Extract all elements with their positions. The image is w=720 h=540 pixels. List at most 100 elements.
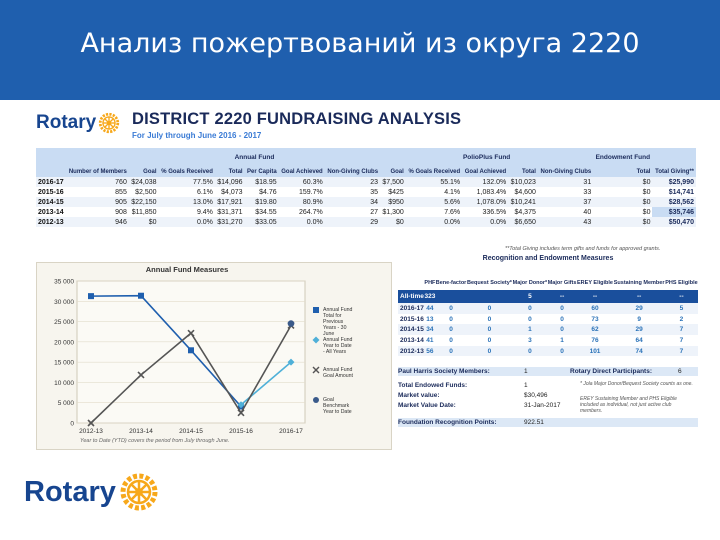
cell-p-ach: 1,083.4% [476, 188, 507, 196]
rec-header: EREY Eligible [577, 279, 613, 286]
cell-p-goal: $425 [388, 188, 404, 196]
rec-cell: 0 [466, 324, 513, 336]
cell-p-pct: 55.1% [405, 177, 463, 187]
rec-cell: 7 [679, 336, 684, 344]
cell-goal: $0 [128, 217, 159, 227]
rec-cell: 44 [424, 303, 436, 314]
chart-title: Annual Fund Measures [145, 265, 229, 274]
rec-cell: 29 [613, 303, 665, 314]
cell-ng: 23 [324, 177, 381, 187]
cell-p-ach: 132.0% [462, 177, 509, 187]
cell-total: $31,270 [214, 217, 245, 227]
cell-total: $31,371 [217, 208, 243, 216]
y-tick-label: 5 000 [58, 400, 75, 407]
legend-label-line: Total for [323, 313, 342, 319]
rec-cell: 73 [591, 315, 599, 323]
endowed-label: Total Endowed Funds: [398, 382, 468, 389]
cell-ach: 60.3% [278, 177, 325, 187]
legend-label-line: Goal Amount [323, 373, 354, 379]
rec-row: 2014-15 34 0 0 1 0 62 29 7 [398, 324, 698, 336]
rec-cell: 0 [435, 324, 467, 336]
legend-label-line: Annual Fund [323, 307, 353, 313]
rec-alltime-cell: -- [613, 290, 665, 303]
market-value: $30,496 [524, 392, 548, 399]
rec-alltime-cell: 5 [512, 290, 548, 303]
y-tick-label: 35 000 [54, 279, 74, 286]
points-value: 922.51 [524, 419, 544, 426]
col-p-goal-ach: Goal Achieved [462, 166, 509, 177]
rec-cell: 0 [435, 345, 467, 357]
data-point [137, 371, 145, 379]
market-label: Market value: [398, 392, 440, 399]
cell-per-capita: $4.76 [259, 188, 277, 196]
cell-p-ach: 336.5% [482, 208, 507, 216]
rec-cell: 41 [426, 336, 434, 344]
rec-cell: 62 [576, 324, 614, 336]
data-point [187, 329, 195, 337]
col-total-giving: Total Giving** [652, 166, 696, 177]
cell-ach: 264.7% [298, 208, 323, 216]
table-row: 2013-14 908 $11,850 9.4% $31,371 $34.55 264.7%… [36, 207, 696, 217]
x-tick-label: 2013-14 [129, 428, 153, 435]
cell-per-capita: $19.80 [244, 197, 279, 207]
cell-p-goal: $1,300 [382, 208, 404, 216]
rec-cell: 1 [560, 336, 564, 344]
rec-alltime-cell [435, 290, 467, 303]
cell-tg: $50,470 [652, 217, 696, 227]
data-point [88, 293, 94, 300]
cell-pct: 9.4% [196, 208, 213, 216]
rec-cell: 0 [466, 345, 513, 357]
rec-cell: 7 [664, 345, 698, 357]
legend-label-line: Previous [323, 319, 344, 325]
cell-total: $17,921 [214, 197, 245, 207]
data-point [87, 419, 95, 427]
x-tick-label: 2014-15 [179, 428, 203, 435]
col-p-total: Total [508, 166, 538, 177]
data-point [287, 358, 295, 366]
cell-tg: $28,562 [652, 197, 696, 207]
cell-p-total: $10,023 [508, 177, 538, 187]
cell-tg: $14,741 [668, 188, 694, 196]
rec-cell: 2 [679, 315, 684, 323]
rotary-logo-large: Rotary [24, 472, 159, 512]
rec-cell: 0 [560, 315, 564, 323]
rotary-wheel-icon [99, 112, 120, 134]
rec-cell: 76 [591, 336, 599, 344]
rec-cell: 0 [512, 345, 548, 357]
cell-pct: 13.0% [158, 197, 215, 207]
legend-marker [313, 307, 319, 313]
rec-cell: 7 [664, 324, 698, 336]
rec-cell: 13 [426, 315, 434, 323]
series-line [90, 294, 242, 408]
cell-e-total: $0 [593, 217, 653, 227]
cell-ng: 35 [370, 188, 379, 196]
cell-e-total: $0 [593, 177, 653, 187]
x-tick-label: 2012-13 [79, 428, 103, 435]
rec-cell: 56 [424, 345, 436, 357]
rec-alltime-cell [466, 290, 513, 303]
cell-total: $4,073 [221, 188, 243, 196]
legend-label-line: Benchmark [323, 403, 350, 409]
row-year: 2013-14 [38, 208, 64, 216]
rec-cell: 5 [664, 303, 698, 314]
cell-per-capita: $34.55 [255, 208, 277, 216]
rec-cell: 0 [435, 303, 467, 314]
col-non-giving: Non-Giving Clubs [324, 166, 381, 177]
market-date-label: Market Value Date: [398, 402, 456, 409]
cell-members: 855 [115, 188, 127, 196]
rec-row-year: 2012-13 [398, 345, 425, 357]
legend-label: Annual Fund Goal Amount [323, 367, 354, 379]
table-row: 2012-13 946 $0 0.0% $31,270 $33.05 0.0% 29 $0 0.0… [36, 217, 696, 227]
cell-p-pct: 0.0% [405, 217, 463, 227]
cell-p-total: $4,600 [514, 188, 536, 196]
data-point [237, 409, 245, 417]
cell-goal: $2,500 [135, 188, 157, 196]
cell-per-capita: $18.95 [244, 177, 279, 187]
annual-fund-chart: Annual Fund Measures 0 5 000 10 000 15 000 2… [36, 262, 392, 450]
rec-header: Sustaining Member [613, 279, 665, 286]
legend-label: Annual Fund Total for Previous Years - 30 Ju… [323, 307, 353, 337]
direct-label: Rotary Direct Participants: [570, 368, 652, 375]
cell-p-ng: 37 [537, 197, 594, 207]
phs-label: Paul Harris Society Members: [398, 368, 490, 375]
y-tick-label: 30 000 [54, 299, 74, 306]
